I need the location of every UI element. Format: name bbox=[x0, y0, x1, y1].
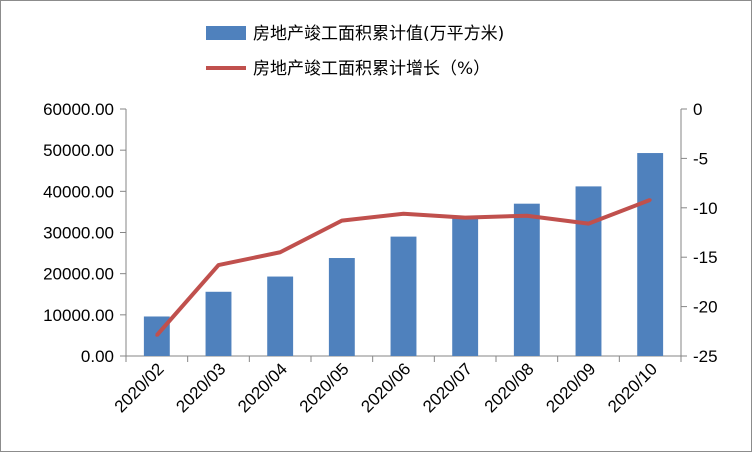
line-point-2020-03 bbox=[217, 263, 220, 267]
bar-series bbox=[143, 153, 664, 356]
left-tick-label: 10000.00 bbox=[43, 306, 114, 325]
bar-2020-05 bbox=[328, 258, 355, 356]
right-tick-label: 0 bbox=[693, 100, 702, 119]
bar-2020-09 bbox=[575, 186, 602, 356]
line-point-2020-06 bbox=[402, 212, 405, 216]
x-tick-label: 2020/09 bbox=[542, 359, 599, 416]
left-axis-ticks: 0.00 10000.00 20000.00 30000.00 40000.00 5000… bbox=[43, 100, 126, 366]
line-point-2020-10 bbox=[648, 198, 652, 202]
x-tick-label: 2020/03 bbox=[172, 359, 229, 416]
line-point-2020-04 bbox=[278, 250, 282, 254]
x-tick-label: 2020/04 bbox=[234, 359, 291, 416]
x-axis-ticks: 2020/02 2020/03 2020/04 2020/05 2020/06 2020/… bbox=[111, 356, 682, 416]
legend-label-line: 房地产竣工面积累计增长（%） bbox=[253, 59, 490, 79]
right-tick-label: -5 bbox=[693, 149, 708, 168]
left-tick-label: 50000.00 bbox=[43, 141, 114, 160]
bar-2020-03 bbox=[205, 291, 232, 356]
right-tick-label: -25 bbox=[693, 347, 718, 366]
bar-2020-07 bbox=[452, 218, 479, 356]
x-tick-label: 2020/08 bbox=[481, 359, 538, 416]
bar-2020-08 bbox=[513, 203, 540, 356]
left-tick-label: 40000.00 bbox=[43, 182, 114, 201]
bar-2020-10 bbox=[637, 153, 664, 356]
line-series bbox=[155, 198, 652, 337]
x-tick-label: 2020/10 bbox=[604, 359, 661, 416]
line-point-2020-05 bbox=[340, 219, 344, 223]
right-tick-label: -15 bbox=[693, 248, 718, 267]
line-point-2020-07 bbox=[463, 216, 467, 220]
right-axis-ticks: 0 -5 -10 -15 -20 -25 bbox=[681, 100, 718, 366]
bar-2020-04 bbox=[267, 276, 294, 356]
line-point-2020-08 bbox=[525, 214, 529, 218]
left-tick-label: 30000.00 bbox=[43, 224, 114, 243]
bar-2020-06 bbox=[390, 236, 417, 356]
line-point-2020-09 bbox=[587, 222, 590, 226]
left-tick-label: 60000.00 bbox=[43, 100, 114, 119]
right-tick-label: -10 bbox=[693, 199, 718, 218]
right-tick-label: -20 bbox=[693, 298, 718, 317]
x-tick-label: 2020/07 bbox=[419, 359, 476, 416]
left-tick-label: 0.00 bbox=[81, 347, 114, 366]
x-tick-label: 2020/05 bbox=[296, 359, 353, 416]
x-tick-label: 2020/02 bbox=[111, 359, 168, 416]
legend-label-bar: 房地产竣工面积累计值(万平方米) bbox=[253, 24, 504, 44]
x-tick-label: 2020/06 bbox=[357, 359, 414, 416]
left-tick-label: 20000.00 bbox=[43, 265, 114, 284]
legend: 房地产竣工面积累计值(万平方米) 房地产竣工面积累计增长（%） bbox=[206, 24, 504, 79]
line-point-2020-02 bbox=[155, 333, 159, 337]
legend-swatch-bar bbox=[206, 26, 246, 40]
